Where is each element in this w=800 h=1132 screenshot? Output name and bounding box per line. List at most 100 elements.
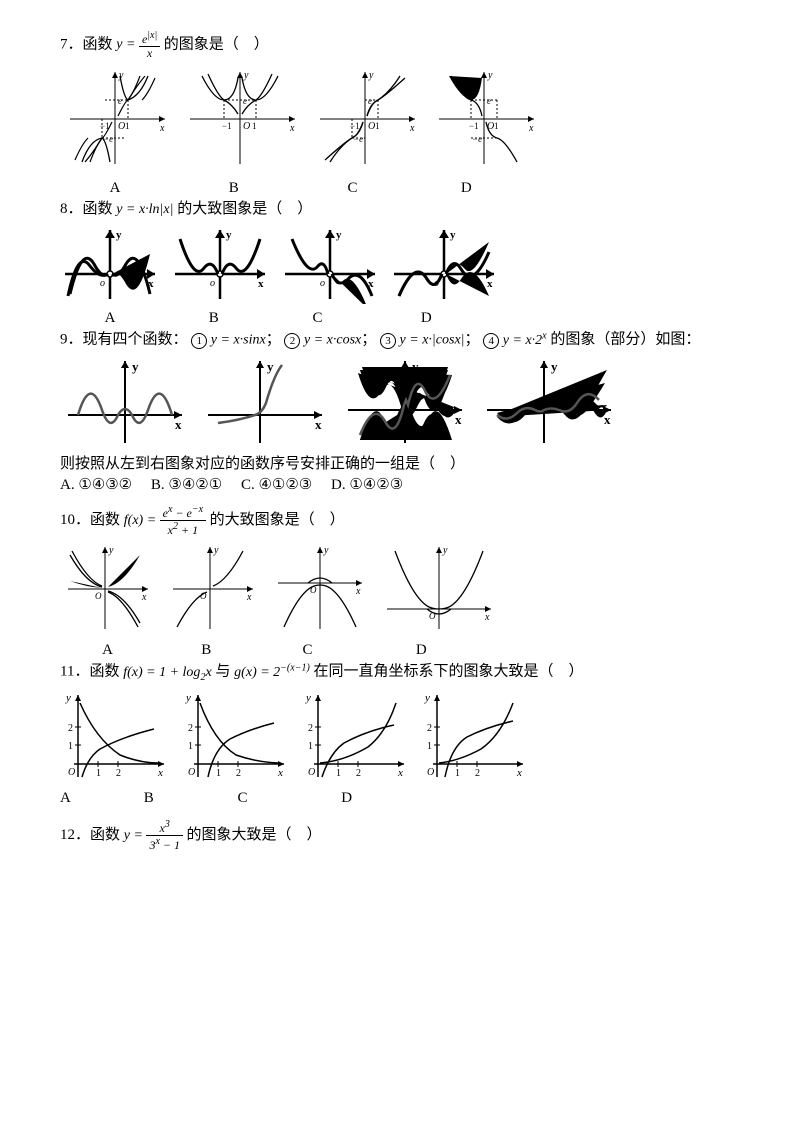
q10-suffix: 的大致图象是（ ） (210, 512, 345, 528)
svg-text:−e: −e (472, 134, 482, 144)
svg-text:x: x (175, 417, 182, 432)
svg-text:x: x (277, 767, 283, 779)
q11-label-d: D (341, 788, 441, 809)
q8-labels: A B C D (60, 308, 750, 329)
svg-text:e: e (487, 96, 491, 106)
svg-text:1: 1 (427, 741, 432, 752)
svg-text:e: e (243, 96, 247, 106)
svg-text:y: y (424, 692, 430, 704)
svg-text:−1: −1 (350, 121, 360, 131)
svg-text:O: O (188, 767, 195, 778)
q8-label-a: A (60, 308, 160, 329)
svg-text:o: o (210, 278, 215, 289)
svg-text:O: O (95, 591, 102, 601)
q7-label-d: D (411, 178, 521, 199)
question-12: 12．函数 y = x33x − 1 的图象大致是（ ） (60, 819, 750, 852)
q12-suffix: 的图象大致是（ ） (187, 827, 322, 843)
q7-graphs: x y O e −e −11 x y O e −11 (60, 64, 750, 174)
q8-graph-c: xy o (280, 224, 380, 304)
q7-label-a: A (60, 178, 170, 199)
q9-opt-b: B. ③④②① (151, 477, 222, 493)
q7-graph-b: x y O e −11 (180, 64, 300, 174)
circle-3-icon: 3 (380, 333, 396, 349)
q10-label-a: A (60, 640, 155, 661)
svg-text:x: x (315, 417, 322, 432)
q10-labels: A B C D (60, 640, 750, 661)
q8-label-d: D (371, 308, 481, 329)
svg-text:1: 1 (68, 741, 73, 752)
svg-text:y: y (185, 692, 191, 704)
svg-text:o: o (100, 278, 105, 289)
svg-text:1: 1 (455, 768, 460, 779)
q12-prefix: 12．函数 (60, 827, 120, 843)
q10-label-c: C (258, 640, 358, 661)
svg-text:1: 1 (96, 768, 101, 779)
q11-f2: g(x) = 2−(x−1) (234, 665, 310, 680)
q9-graph-3: xy (340, 355, 470, 450)
q7-label-c: C (298, 178, 408, 199)
q9-suffix: 的图象（部分）如图： (550, 332, 700, 348)
svg-text:x: x (528, 123, 534, 134)
svg-text:2: 2 (68, 723, 73, 734)
svg-text:y: y (132, 359, 139, 374)
svg-text:o: o (320, 278, 325, 289)
svg-text:e: e (368, 96, 372, 106)
svg-text:x: x (258, 278, 264, 290)
svg-text:−e: −e (353, 134, 363, 144)
q7-label-b: B (174, 178, 294, 199)
svg-text:2: 2 (188, 723, 193, 734)
q9-graph-2: xy (200, 355, 330, 450)
q8-formula: y = x·ln|x| (116, 202, 173, 217)
svg-text:1: 1 (494, 121, 499, 131)
q10-label-b: B (159, 640, 254, 661)
svg-text:x: x (397, 767, 403, 779)
q7-suffix: 的图象是（ ） (164, 36, 269, 52)
svg-text:y: y (305, 692, 311, 704)
q8-graph-b: xy o (170, 224, 270, 304)
svg-text:x: x (604, 412, 611, 427)
svg-text:1: 1 (188, 741, 193, 752)
q9-opt-c: C. ④①②③ (241, 477, 312, 493)
q8-suffix: 的大致图象是（ ） (177, 201, 312, 217)
svg-text:−1: −1 (469, 121, 479, 131)
question-7: 7．函数 y = e|x|x 的图象是（ ） (60, 30, 750, 60)
circle-2-icon: 2 (284, 333, 300, 349)
question-8: 8．函数 y = x·ln|x| 的大致图象是（ ） (60, 199, 750, 220)
svg-text:y: y (450, 229, 456, 241)
q8-label-b: B (164, 308, 264, 329)
q12-formula: y = x33x − 1 (124, 828, 187, 843)
svg-text:O: O (243, 121, 250, 132)
svg-text:1: 1 (375, 121, 380, 131)
q8-graph-a: xy o (60, 224, 160, 304)
q7-graph-d: x y O e −e −11 (429, 64, 539, 174)
svg-text:2: 2 (236, 768, 241, 779)
svg-text:x: x (246, 592, 252, 603)
svg-text:1: 1 (308, 741, 313, 752)
q11-suffix: 在同一直角坐标系下的图象大致是（ ） (314, 664, 584, 680)
q7-formula: y = e|x|x (116, 37, 163, 52)
q11-labels: A B C D (60, 788, 750, 809)
svg-text:O: O (427, 767, 434, 778)
q8-label-c: C (268, 308, 368, 329)
svg-text:y: y (213, 545, 219, 556)
q10-graphs: xy O xy O xy O xy O (60, 541, 750, 636)
question-11: 11．函数 f(x) = 1 + log2x 与 g(x) = 2−(x−1) … (60, 661, 750, 684)
question-9: 9．现有四个函数： 1 y = x·sinx； 2 y = x·cosx； 3 … (60, 329, 750, 351)
svg-text:2: 2 (116, 768, 121, 779)
question-10: 10．函数 f(x) = ex − e−xx2 + 1 的大致图象是（ ） (60, 504, 750, 537)
svg-text:x: x (289, 123, 295, 134)
svg-text:O: O (308, 767, 315, 778)
q8-graph-d: xy o (389, 224, 499, 304)
q9-graphs: xy xy xy xy (60, 355, 750, 450)
q11-graph-a: xy O 12 12 (60, 689, 170, 784)
q10-graph-c: xy O (270, 541, 370, 636)
q10-formula: f(x) = ex − e−xx2 + 1 (124, 513, 210, 528)
q10-graph-a: xy O (60, 541, 155, 636)
svg-text:y: y (243, 70, 249, 81)
q11-label-a: A (60, 788, 140, 809)
svg-text:2: 2 (308, 723, 313, 734)
q11-graph-b: xy O 12 12 (180, 689, 290, 784)
q9-opt-a: A. ①④③② (60, 477, 132, 493)
q7-graph-c: x y O e −e −11 (310, 64, 420, 174)
q7-graph-a: x y O e −e −11 (60, 64, 170, 174)
